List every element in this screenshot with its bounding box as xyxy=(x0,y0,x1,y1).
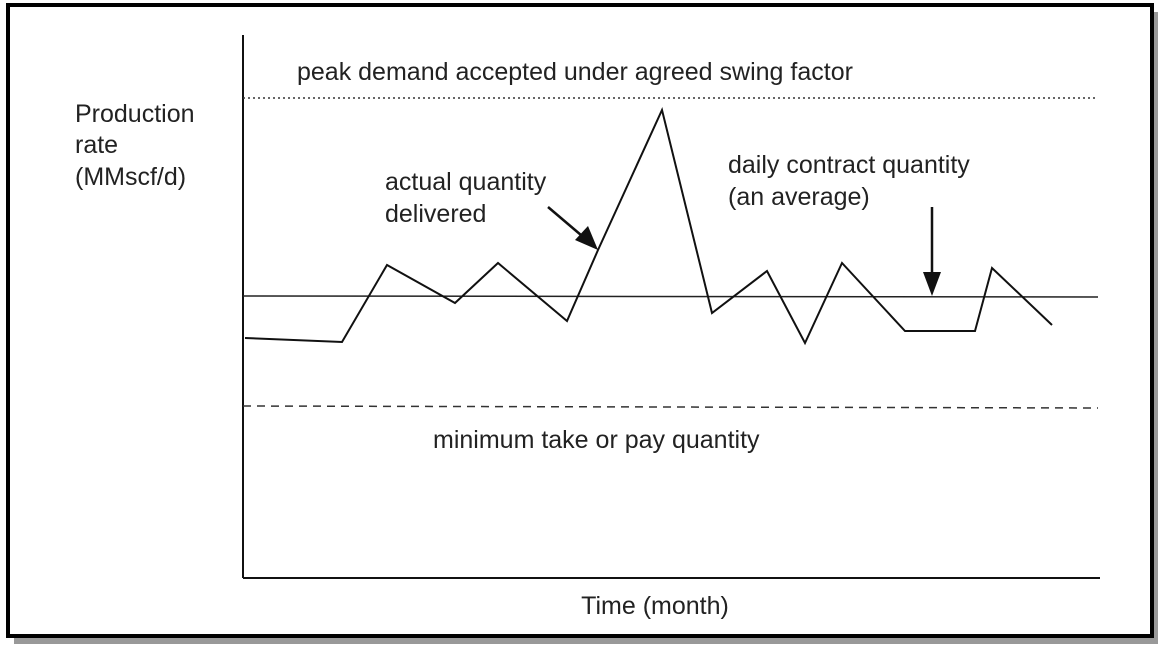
contract-line xyxy=(242,295,1099,298)
y-axis-label: rate xyxy=(75,131,118,159)
annotation: delivered xyxy=(385,200,486,228)
actual-line xyxy=(244,106,1053,346)
annotation: minimum take or pay quantity xyxy=(433,426,760,454)
minimum-line xyxy=(242,405,1099,409)
y-axis-label: Production xyxy=(75,100,195,128)
arrow-head xyxy=(923,272,941,296)
annotation: peak demand accepted under agreed swing … xyxy=(297,58,853,86)
annotation: (an average) xyxy=(728,183,870,211)
annotation: daily contract quantity xyxy=(728,151,970,179)
frame xyxy=(6,3,1154,638)
y-axis-label: (MMscf/d) xyxy=(75,163,186,191)
arrow-head xyxy=(575,226,598,250)
x-axis-label: Time (month) xyxy=(581,592,729,620)
annotation: actual quantity xyxy=(385,168,547,196)
